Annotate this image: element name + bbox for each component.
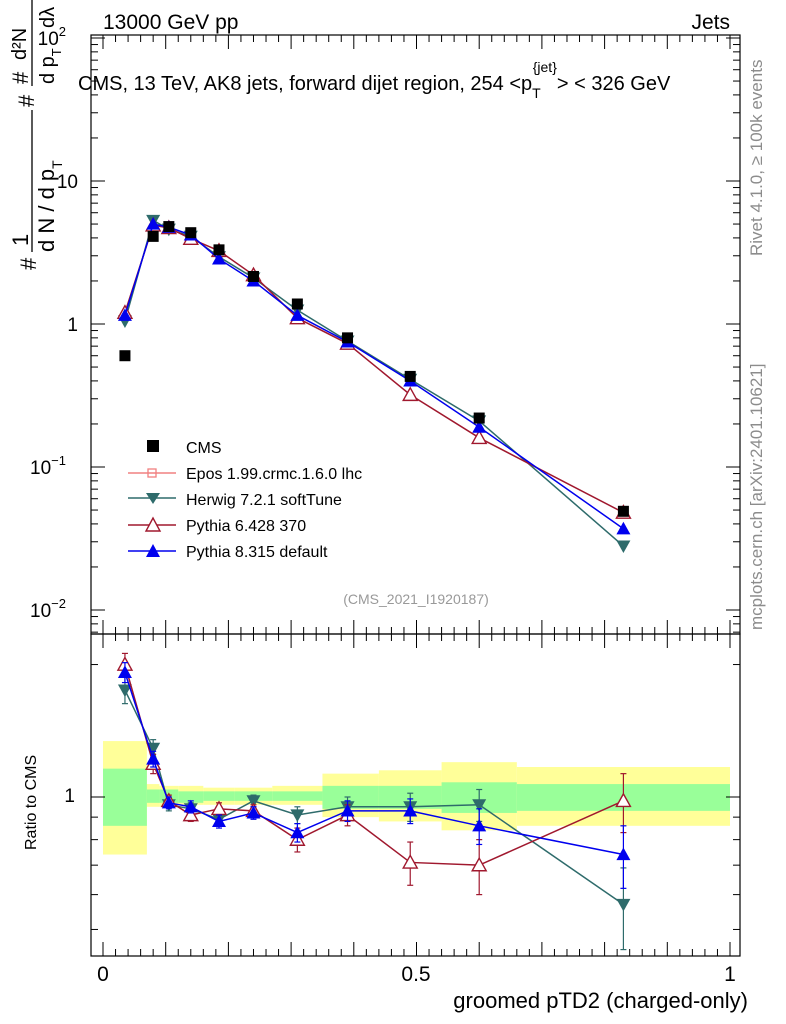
y-axis-label-text: #	[16, 257, 41, 270]
legend-label-pythia6: Pythia 6.428 370	[186, 518, 306, 535]
series-point-3	[211, 251, 226, 265]
x-tick-label-1: 1	[724, 963, 736, 986]
main-panel: 10−2 10−1 1 10 102 CMS, 13 TeV, AK8 jets, fo…	[8, 0, 741, 635]
ratio-point-1	[616, 898, 631, 912]
data-point-cms	[291, 298, 303, 310]
ratio-point-3	[403, 803, 418, 817]
legend-marker-epos	[147, 468, 157, 478]
ratio-point-2	[471, 856, 488, 872]
series-point-2	[402, 386, 419, 402]
y-axis-label: # 1 d N / d pT # # d²N d pT dλ	[8, 0, 65, 270]
x-tick-label-0: 0	[97, 963, 109, 986]
ratio-point-3	[211, 814, 226, 828]
ratio-band-stat	[322, 785, 379, 809]
ratio-point-1	[472, 799, 487, 812]
rivet-version-label: Rivet 4.1.0, ≥ 100k events	[747, 60, 766, 256]
data-point-cms	[163, 221, 175, 233]
main-y-tick-label: 10−1	[30, 453, 66, 479]
legend-marker-pythia6	[144, 516, 162, 532]
ratio-point-3	[616, 847, 631, 861]
ratio-point-2	[615, 792, 632, 808]
legend: CMS Epos 1.99.crmc.1.6.0 lhc Herwig 7.2.…	[128, 440, 362, 561]
ratio-y-tick-label-1: 1	[64, 786, 75, 807]
x-tick-label-0-5: 0.5	[401, 963, 430, 986]
ratio-point-1	[246, 795, 261, 808]
ratio-point-3	[246, 805, 261, 819]
main-y-tick-label: 1	[67, 315, 78, 336]
data-point-cms	[147, 230, 159, 242]
y-axis-label-dlambda: dλ	[37, 7, 59, 28]
y-axis-label-hash2: #	[14, 94, 39, 107]
series-point-1	[616, 540, 631, 554]
ratio-bands	[103, 741, 730, 855]
mcplots-label: mcplots.cern.ch [arXiv:2401.10621]	[747, 364, 766, 630]
chart-title: CMS, 13 TeV, AK8 jets, forward dijet reg…	[78, 59, 671, 101]
ratio-band-stat	[103, 768, 147, 826]
ratio-point-2	[402, 854, 419, 869]
data-point-cms	[213, 244, 225, 256]
main-y-tick-label: 102	[38, 24, 66, 50]
y-axis-label-hash3: #	[8, 71, 33, 84]
legend-marker-herwig	[146, 493, 160, 504]
y-axis-label-dpt: d pT	[37, 48, 64, 84]
ratio-point-3	[183, 799, 198, 813]
y-axis-label-one: 1	[8, 234, 33, 246]
ratio-band-stat	[146, 789, 160, 803]
ratio-point-3	[161, 795, 176, 809]
ratio-line-3	[124, 672, 624, 856]
ratio-content	[116, 652, 632, 951]
x-axis-label: groomed pTD2 (charged-only)	[453, 988, 748, 1013]
series-point-3	[472, 420, 487, 433]
legend-label-cms: CMS	[186, 440, 222, 457]
legend-label-herwig: Herwig 7.2.1 softTune	[186, 492, 342, 509]
series-point-3	[117, 308, 132, 321]
ratio-point-3	[340, 803, 355, 817]
main-y-tick-label: 10−2	[30, 596, 66, 622]
ratio-band-stat	[203, 791, 235, 801]
ratio-point-3	[290, 825, 305, 839]
ratio-panel: 1 Ratio to CMS	[23, 633, 741, 957]
legend-marker-cms	[147, 440, 159, 452]
ratio-point-2	[182, 806, 199, 822]
legend-marker-pythia8	[146, 544, 160, 557]
ratio-frame	[90, 633, 741, 957]
legend-label-epos: Epos 1.99.crmc.1.6.0 lhc	[186, 466, 362, 483]
ratio-point-3	[117, 665, 132, 678]
header-right: Jets	[691, 11, 730, 34]
ratio-band-stat	[178, 791, 204, 803]
data-point-cms	[473, 412, 485, 424]
main-y-tick-label: 10	[57, 172, 78, 193]
data-point-cms	[185, 227, 197, 239]
ratio-y-axis-label: Ratio to CMS	[23, 755, 40, 850]
series-point-3	[290, 308, 305, 321]
ratio-band-stat	[272, 791, 323, 801]
data-point-cms	[342, 332, 354, 344]
x-axis: 0 0.5 1 groomed pTD2 (charged-only)	[97, 963, 748, 1013]
series-line-3	[124, 223, 624, 530]
main-content	[116, 214, 632, 554]
ratio-line-2	[124, 664, 624, 866]
legend-label-pythia8: Pythia 8.315 default	[186, 544, 328, 561]
ratio-point-3	[146, 752, 161, 765]
series-point-3	[146, 217, 161, 230]
data-point-cms	[617, 505, 629, 517]
series-point-3	[616, 521, 631, 535]
main-y-ticks: 10−2 10−1 1 10 102	[30, 24, 740, 634]
ratio-ticks	[91, 634, 740, 956]
analysis-tag: (CMS_2021_I1920187)	[343, 591, 489, 607]
data-point-cms	[404, 370, 416, 382]
header-left: 13000 GeV pp	[103, 11, 238, 34]
ratio-point-1	[290, 809, 305, 823]
ratio-point-1	[117, 684, 132, 698]
ratio-point-3	[472, 818, 487, 832]
data-point-cms	[247, 270, 259, 282]
data-point-cms	[119, 350, 131, 362]
y-axis-label-d2n: d²N	[9, 28, 31, 60]
series-point-2	[471, 429, 488, 445]
y-axis-label-denominator: d N / d pT	[34, 160, 65, 252]
